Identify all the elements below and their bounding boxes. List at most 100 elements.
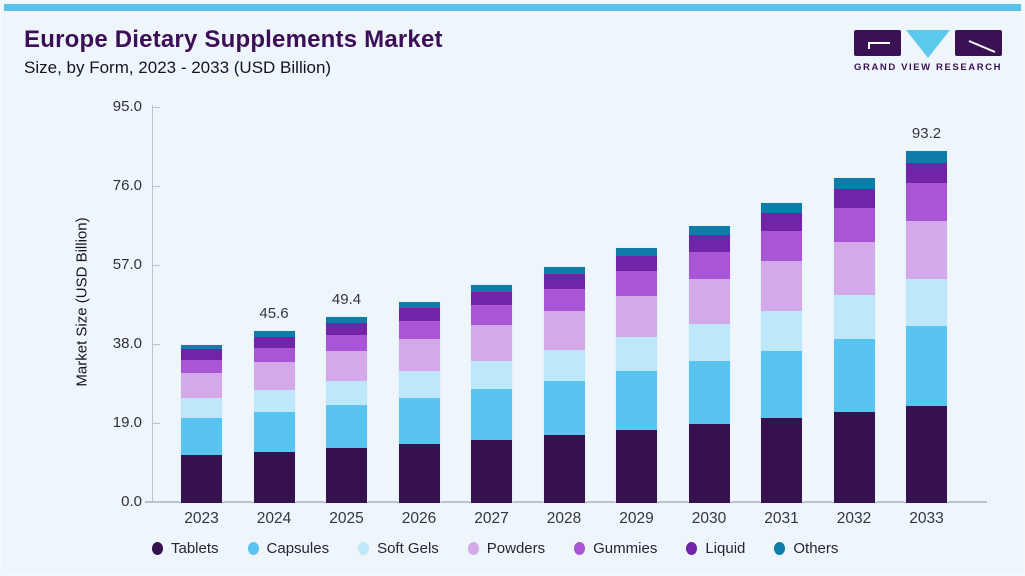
bar-segment-capsules-2025 [326,405,367,449]
bar-segment-liquid-2023 [181,349,222,360]
bar-segment-capsules-2029 [616,371,657,430]
y-tick-label: 95.0 [112,98,142,115]
accent-bar [4,4,1021,11]
bar-segment-liquid-2032 [833,188,875,208]
y-tick-label: 57.0 [112,256,142,273]
legend-item-others: Others [774,540,838,557]
y-tick-label: 0.0 [121,493,142,510]
bar-segment-powders-2030 [688,279,730,325]
bar-2026 [397,300,441,503]
bar-segment-liquid-2027 [471,291,512,306]
bar-segment-others-2029 [616,247,657,256]
x-tick-label-2024: 2024 [256,510,292,527]
bar-segment-powders-2027 [471,325,512,361]
bar-segment-powders-2025 [326,351,367,382]
legend-item-powders: Powders [467,540,545,557]
bar-segment-tablets-2028 [543,435,585,503]
bar-segment-liquid-2026 [398,308,440,321]
y-tick-mark [152,185,160,187]
bar-segment-liquid-2025 [326,323,367,336]
bar-segment-powders-2026 [398,338,440,372]
legend-label: Gummies [593,540,658,557]
x-tick-label-2032: 2032 [836,510,872,527]
y-axis-title: Market Size (USD Billion) [73,217,91,387]
y-axis-line [152,105,153,502]
bar-segment-tablets-2024 [253,452,295,503]
legend-item-tablets: Tablets [152,540,219,557]
bar-segment-gummies-2026 [398,320,440,339]
bar-segment-gummies-2033 [906,183,947,221]
y-tick-label: 76.0 [112,177,142,194]
bar-segment-tablets-2026 [398,444,440,503]
bar-segment-liquid-2030 [688,235,730,252]
bar-segment-liquid-2028 [543,274,585,290]
bar-segment-capsules-2024 [253,412,295,453]
x-tick-label-2025: 2025 [329,510,364,527]
bar-2024 [252,330,296,503]
bar-segment-soft-gels-2026 [398,371,440,398]
legend-swatch-icon [774,542,786,555]
bar-segment-others-2024 [253,331,295,337]
bar-segment-tablets-2032 [833,412,875,503]
chart-legend: Tablets Capsules Soft Gels Powders Gummies Li… [152,540,838,557]
bar-total-label-2033: 93.2 [911,125,942,143]
bar-segment-tablets-2025 [326,448,367,503]
x-tick-label-2027: 2027 [474,510,509,527]
y-tick-mark [152,422,160,424]
x-tick-label-2030: 2030 [691,510,727,527]
y-tick-mark [152,501,160,503]
legend-label: Soft Gels [377,540,439,557]
bar-segment-gummies-2027 [471,305,512,326]
y-tick-mark [152,343,160,345]
bar-segment-liquid-2031 [761,213,802,232]
bar-segment-tablets-2033 [906,405,947,503]
logo-triangle-icon [906,30,950,58]
bar-segment-tablets-2023 [181,455,222,503]
bar-segment-capsules-2028 [543,381,585,436]
bar-segment-capsules-2030 [688,361,730,425]
bar-segment-others-2025 [326,317,367,324]
bar-total-label-2024: 45.6 [259,305,289,323]
bar-segment-others-2026 [398,301,440,309]
bar-segment-powders-2028 [543,311,585,350]
legend-label: Tablets [171,540,219,557]
bar-segment-gummies-2032 [833,207,875,242]
bar-total-label-2025: 49.4 [331,291,362,309]
page-subtitle: Size, by Form, 2023 - 2033 (USD Billion) [24,58,332,77]
bar-segment-powders-2032 [833,241,875,296]
bar-2033 [905,150,948,503]
y-tick-label: 38.0 [112,335,142,352]
bar-segment-gummies-2023 [181,359,222,373]
x-tick-label-2026: 2026 [401,510,437,527]
bar-segment-tablets-2029 [616,429,657,503]
y-tick-label: 19.0 [112,414,142,431]
x-tick-label-2023: 2023 [184,510,219,527]
legend-item-liquid: Liquid [686,540,745,557]
bar-2028 [542,265,586,503]
legend-swatch-icon [686,542,698,555]
bar-segment-capsules-2032 [833,338,875,413]
legend-swatch-icon [247,542,259,555]
bar-segment-soft-gels-2025 [326,381,367,406]
logo-marks [854,30,1002,58]
bar-segment-powders-2023 [181,372,222,399]
bar-2027 [470,283,513,503]
bar-2031 [760,202,803,503]
y-tick-mark [152,106,160,108]
bar-segment-soft-gels-2027 [471,360,512,390]
bar-segment-others-2028 [543,266,585,275]
bar-2029 [615,246,658,503]
bar-segment-capsules-2023 [181,418,222,456]
bar-2023 [180,343,223,503]
bar-segment-soft-gels-2023 [181,398,222,419]
bar-segment-powders-2024 [253,362,295,390]
x-tick-label-2028: 2028 [546,510,582,527]
bar-2030 [687,225,731,503]
bar-segment-soft-gels-2029 [616,337,657,372]
bar-segment-soft-gels-2030 [688,324,730,362]
bar-segment-powders-2029 [616,295,657,338]
y-tick-mark [152,264,160,266]
bar-segment-gummies-2029 [616,271,657,296]
